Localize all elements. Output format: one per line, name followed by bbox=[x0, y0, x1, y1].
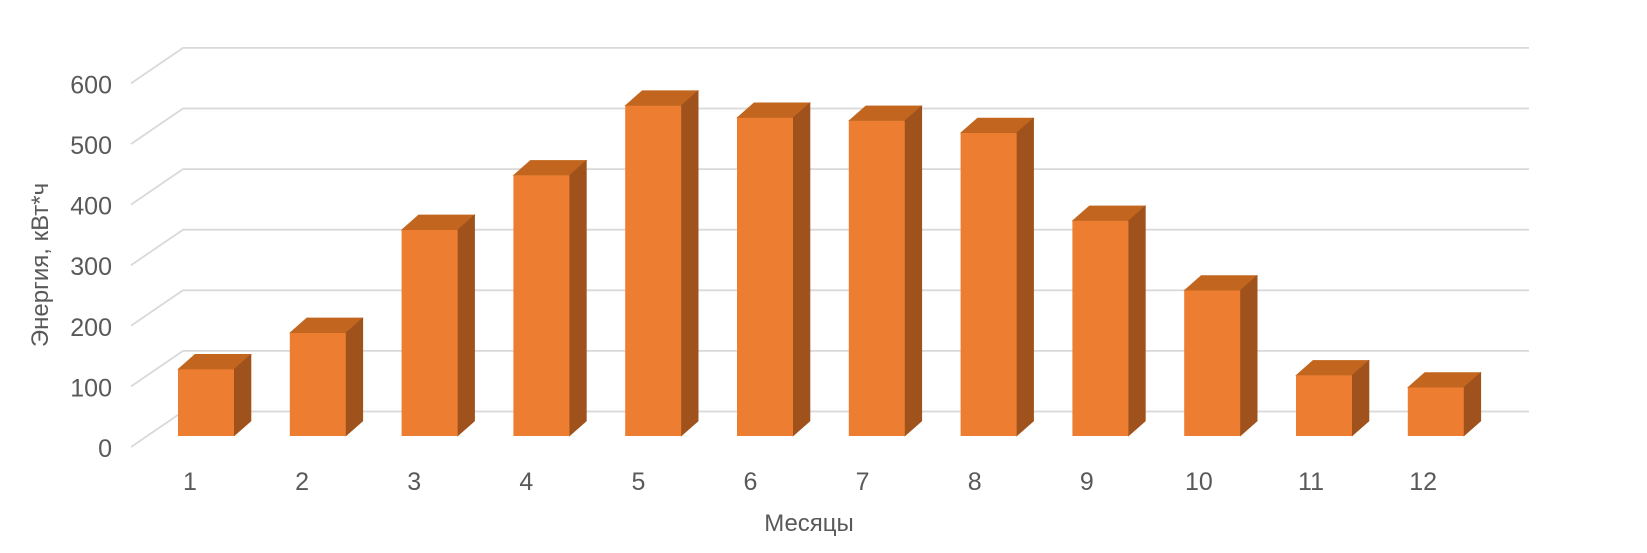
bar-side-face bbox=[1016, 117, 1034, 437]
bar-side-face bbox=[1128, 205, 1146, 437]
bar-side-face bbox=[345, 317, 364, 437]
x-category-label: 8 bbox=[968, 468, 982, 496]
bar-column bbox=[848, 105, 923, 437]
y-tick-label: 200 bbox=[70, 314, 112, 342]
x-category-label: 4 bbox=[519, 468, 533, 496]
y-tick-label: 500 bbox=[70, 132, 112, 160]
bar-column bbox=[177, 353, 252, 437]
x-category-label: 3 bbox=[407, 468, 421, 496]
y-tick-label: 300 bbox=[70, 253, 112, 281]
x-category-label: 6 bbox=[744, 468, 758, 496]
bar-side-face bbox=[457, 214, 475, 437]
x-category-label: 9 bbox=[1080, 468, 1094, 496]
bar-column bbox=[959, 117, 1035, 437]
bar-front-face bbox=[625, 105, 682, 436]
bar-side-face bbox=[904, 105, 923, 437]
x-category-label: 5 bbox=[631, 468, 645, 496]
x-category-label: 12 bbox=[1409, 468, 1437, 496]
y-tick-label: 100 bbox=[70, 374, 112, 402]
bar-column bbox=[512, 159, 588, 437]
bar-front-face bbox=[960, 133, 1017, 436]
bar-column bbox=[624, 90, 699, 437]
gridline bbox=[130, 168, 1529, 206]
bar-front-face bbox=[1407, 387, 1464, 436]
y-tick-label: 400 bbox=[70, 193, 112, 221]
x-category-labels-group: 1 2 3 4 5 6 7 8 9 10 11 12 bbox=[183, 468, 1437, 496]
bar-column bbox=[1407, 371, 1482, 437]
bars-group bbox=[177, 90, 1482, 437]
bar-column bbox=[1183, 274, 1258, 437]
bar-side-face bbox=[680, 90, 699, 437]
y-tick-label: 600 bbox=[70, 71, 112, 99]
x-axis-title: Месяцы bbox=[764, 510, 854, 537]
bar-front-face bbox=[848, 120, 905, 436]
bar-column bbox=[1295, 359, 1370, 437]
y-tick-labels-group: 0 100 200 300 400 500 600 bbox=[70, 71, 112, 463]
bar-front-face bbox=[737, 117, 793, 436]
x-category-label: 10 bbox=[1185, 468, 1213, 496]
bar-column bbox=[289, 317, 364, 437]
bar-column bbox=[1071, 205, 1147, 437]
gridline bbox=[130, 228, 1529, 266]
x-category-label: 7 bbox=[856, 468, 870, 496]
gridlines-group bbox=[130, 47, 1529, 448]
x-category-label: 2 bbox=[295, 468, 309, 496]
x-category-label: 11 bbox=[1298, 468, 1324, 496]
bar-front-face bbox=[401, 229, 458, 436]
gridline bbox=[130, 107, 1529, 145]
y-tick-label: 0 bbox=[98, 435, 112, 463]
x-category-label: 1 bbox=[183, 468, 197, 496]
bar-side-face bbox=[1239, 274, 1258, 437]
bar-front-face bbox=[1072, 220, 1129, 436]
bar-front-face bbox=[1184, 290, 1241, 436]
bar-front-face bbox=[1296, 375, 1352, 436]
bar-column bbox=[736, 102, 811, 437]
bar-side-face bbox=[792, 102, 811, 437]
bar-column bbox=[400, 214, 476, 437]
gridline bbox=[130, 47, 1529, 85]
y-axis-title: Энергия, кВт*ч bbox=[27, 183, 54, 347]
bar-front-face bbox=[513, 175, 570, 437]
bar-front-face bbox=[178, 369, 234, 436]
bar-side-face bbox=[569, 159, 587, 437]
bar-front-face bbox=[289, 332, 346, 436]
